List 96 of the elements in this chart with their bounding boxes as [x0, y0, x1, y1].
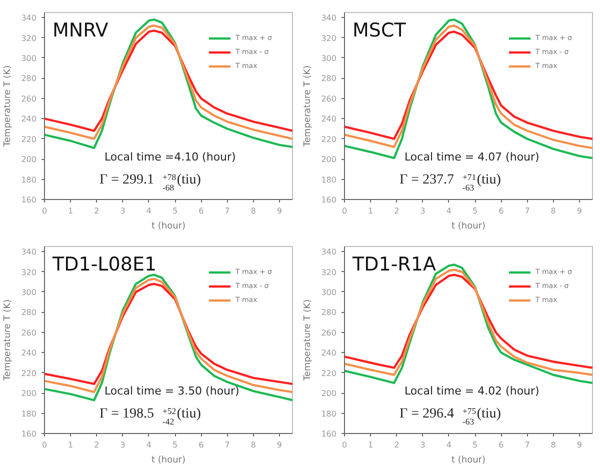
x-tick-label: 8 — [550, 440, 556, 450]
x-tick-label: 7 — [224, 206, 230, 216]
x-tick-label: 2 — [94, 440, 100, 450]
annotation: Local time =4.10 (hour) — [104, 150, 236, 164]
y-tick-label: 240 — [321, 114, 337, 124]
y-tick-label: 340 — [321, 248, 337, 257]
y-tick-label: 260 — [321, 94, 337, 104]
y-tick-label: 260 — [21, 94, 37, 104]
x-tick-label: 6 — [498, 440, 504, 450]
y-tick-label: 300 — [21, 54, 37, 63]
x-tick-label: 5 — [472, 440, 478, 450]
x-axis-title: t (hour) — [451, 456, 486, 466]
y-tick-label: 240 — [21, 348, 37, 358]
y-tick-label: 220 — [321, 368, 337, 378]
y-tick-label: 340 — [321, 14, 337, 23]
y-tick-label: 200 — [321, 389, 337, 398]
x-axis-title: t (hour) — [451, 222, 486, 232]
y-tick-label: 280 — [321, 74, 337, 84]
x-tick-label: 0 — [42, 440, 48, 450]
chart-title: TD1-R1A — [352, 254, 436, 276]
x-tick-label: 7 — [524, 206, 530, 216]
y-tick-label: 340 — [21, 14, 37, 23]
annotation: Local time = 3.50 (hour) — [104, 384, 240, 398]
x-tick-label: 8 — [250, 206, 256, 216]
x-tick-label: 6 — [498, 206, 504, 216]
y-tick-label: 260 — [21, 328, 37, 338]
y-tick-label: 280 — [21, 308, 37, 318]
y-axis-title: Temperature T (K) — [303, 299, 314, 382]
x-tick-label: 4 — [446, 206, 452, 216]
y-tick-label: 200 — [21, 389, 37, 398]
y-tick-label: 160 — [21, 430, 37, 438]
y-tick-label: 220 — [321, 134, 337, 144]
y-tick-label: 300 — [321, 288, 337, 297]
x-tick-label: 3 — [120, 206, 126, 216]
y-tick-label: 240 — [321, 348, 337, 358]
y-axis-title: Temperature T (K) — [3, 65, 14, 148]
y-tick-label: 240 — [21, 114, 37, 124]
x-tick-label: 3 — [120, 440, 126, 450]
y-tick-label: 300 — [21, 288, 37, 297]
x-tick-label: 4 — [146, 206, 152, 216]
y-tick-label: 180 — [21, 409, 37, 418]
y-tick-label: 320 — [21, 268, 37, 277]
x-tick-label: 5 — [472, 206, 478, 216]
y-tick-label: 160 — [321, 430, 337, 438]
y-axis-title: Temperature T (K) — [3, 299, 14, 382]
y-tick-label: 340 — [21, 248, 37, 257]
x-tick-label: 9 — [576, 440, 582, 450]
x-tick-label: 1 — [68, 206, 74, 216]
y-tick-label: 280 — [21, 74, 37, 84]
y-tick-label: 280 — [321, 308, 337, 318]
x-tick-label: 7 — [224, 440, 230, 450]
y-tick-label: 300 — [321, 54, 337, 63]
y-tick-label: 320 — [321, 268, 337, 277]
x-tick-label: 3 — [420, 440, 426, 450]
x-axis-title: t (hour) — [151, 456, 186, 466]
y-tick-label: 180 — [321, 409, 337, 418]
y-tick-label: 220 — [21, 368, 37, 378]
x-tick-label: 9 — [576, 206, 582, 216]
y-tick-label: 320 — [321, 34, 337, 43]
x-tick-label: 9 — [276, 206, 282, 216]
y-axis-title: Temperature T (K) — [303, 65, 314, 148]
chart-title: MSCT — [352, 20, 406, 42]
x-axis-title: t (hour) — [151, 222, 186, 232]
y-tick-label: 260 — [321, 328, 337, 338]
x-tick-label: 1 — [368, 440, 374, 450]
x-tick-label: 1 — [68, 440, 74, 450]
x-tick-label: 8 — [250, 440, 256, 450]
y-tick-label: 220 — [21, 134, 37, 144]
x-tick-label: 2 — [394, 440, 400, 450]
x-tick-label: 1 — [368, 206, 374, 216]
y-tick-label: 180 — [321, 175, 337, 184]
x-tick-label: 9 — [276, 440, 282, 450]
x-tick-label: 4 — [446, 440, 452, 450]
x-tick-label: 4 — [146, 440, 152, 450]
x-tick-label: 0 — [42, 206, 48, 216]
y-tick-label: 320 — [21, 34, 37, 43]
annotation: Local time = 4.02 (hour) — [404, 384, 540, 398]
y-tick-label: 200 — [21, 155, 37, 164]
y-tick-label: 180 — [21, 175, 37, 184]
x-tick-label: 2 — [94, 206, 100, 216]
x-tick-label: 8 — [550, 206, 556, 216]
x-tick-label: 2 — [394, 206, 400, 216]
annotation: Local time = 4.07 (hour) — [404, 150, 540, 164]
chart-title: MNRV — [52, 20, 108, 42]
x-tick-label: 0 — [342, 206, 348, 216]
y-tick-label: 200 — [321, 155, 337, 164]
x-tick-label: 6 — [198, 206, 204, 216]
x-tick-label: 0 — [342, 440, 348, 450]
y-tick-label: 160 — [321, 196, 337, 204]
x-tick-label: 3 — [420, 206, 426, 216]
chart-title: TD1-L08E1 — [52, 254, 157, 276]
y-tick-label: 160 — [21, 196, 37, 204]
x-tick-label: 7 — [524, 440, 530, 450]
x-tick-label: 5 — [172, 206, 178, 216]
x-tick-label: 6 — [198, 440, 204, 450]
x-tick-label: 5 — [172, 440, 178, 450]
